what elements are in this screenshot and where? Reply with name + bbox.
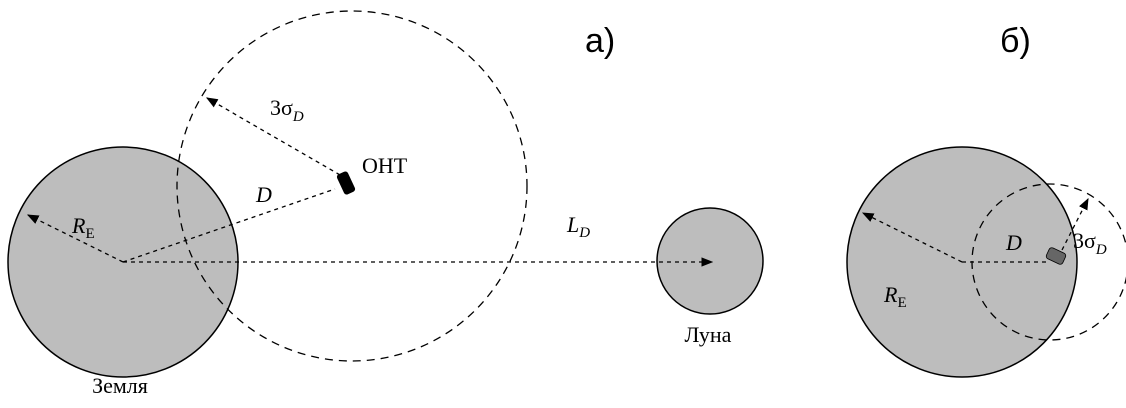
panel-label: б): [1000, 22, 1031, 60]
label-main: 3σ: [270, 95, 293, 120]
panel-label: а): [585, 22, 615, 60]
moon: [657, 208, 763, 314]
diagram: а) 3σD ОНТ D RE LD Луна Земля б) D 3σD R…: [0, 0, 1126, 408]
moon-label: Луна: [685, 322, 732, 347]
panel-a: а) 3σD ОНТ D RE LD Луна Земля: [8, 11, 763, 398]
label-sub: E: [85, 226, 94, 242]
label-main: R: [883, 282, 898, 307]
label-sub: D: [578, 225, 590, 241]
moon-distance-label: LD: [566, 212, 590, 241]
label-sub: E: [897, 295, 906, 311]
distance-label: D: [255, 182, 272, 207]
error-radius-label: 3σD: [270, 95, 304, 125]
label-sub: D: [292, 109, 304, 125]
label-main: 3σ: [1073, 228, 1096, 253]
label-main: L: [566, 212, 579, 237]
earth-label: Земля: [92, 373, 148, 398]
panel-b: б) D 3σD RE: [847, 22, 1126, 377]
label-sub: D: [1095, 242, 1107, 258]
object-label: ОНТ: [362, 153, 408, 178]
error-radius-label: 3σD: [1073, 228, 1107, 258]
label-main: R: [71, 213, 86, 238]
distance-label: D: [1005, 230, 1022, 255]
object-icon: [336, 170, 356, 195]
